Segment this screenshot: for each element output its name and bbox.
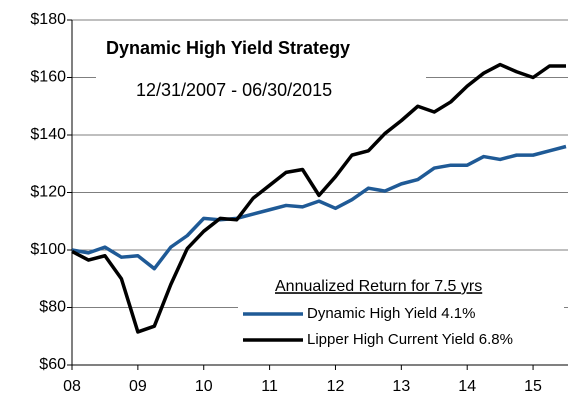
- y-tick-label: $60: [39, 356, 66, 373]
- x-tick-label: 13: [392, 378, 410, 395]
- x-tick-label: 12: [327, 378, 345, 395]
- chart-subtitle: 12/31/2007 - 06/30/2015: [136, 80, 332, 100]
- legend-label: Lipper High Current Yield 6.8%: [307, 331, 513, 348]
- y-tick-label: $120: [30, 184, 66, 201]
- y-tick-label: $100: [30, 241, 66, 258]
- title-box: [96, 28, 426, 110]
- series-line: [71, 62, 566, 334]
- x-tick-label: 11: [261, 378, 278, 395]
- legend-title: Annualized Return for 7.5 yrs: [275, 278, 482, 295]
- legend-label: Dynamic High Yield 4.1%: [307, 305, 475, 322]
- chart-title: Dynamic High Yield Strategy: [106, 38, 350, 58]
- x-tick-label: 09: [129, 378, 147, 395]
- y-tick-label: $140: [30, 126, 66, 143]
- y-tick-label: $180: [30, 11, 66, 28]
- y-tick-label: $160: [30, 69, 66, 86]
- series-line: [71, 144, 567, 271]
- x-tick-label: 10: [195, 378, 213, 395]
- x-tick-label: 14: [458, 378, 476, 395]
- x-tick-label: 08: [63, 378, 81, 395]
- x-tick-label: 15: [524, 378, 542, 395]
- y-tick-label: $80: [39, 299, 66, 316]
